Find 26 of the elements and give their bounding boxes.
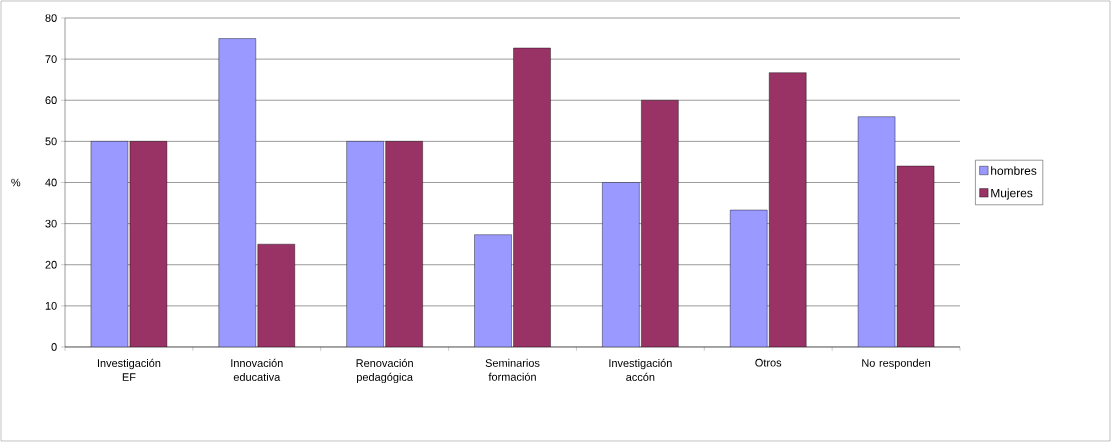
bar: [257, 243, 295, 347]
y-axis-title: %: [11, 178, 21, 187]
x-tick-label: Investigación accón: [609, 358, 672, 381]
bar: [385, 141, 423, 347]
legend-label: Mujeres: [991, 188, 1033, 200]
y-tick-label: 20: [45, 260, 57, 269]
x-tick-label: Seminarios formación: [485, 358, 540, 381]
y-tick-label: 40: [45, 178, 57, 187]
y-tick-label: 80: [45, 14, 57, 22]
x-tick-label: Otros: [755, 358, 782, 367]
x-tick-label: Innovación educativa: [231, 358, 283, 381]
bar: [513, 47, 551, 347]
bar: [129, 141, 168, 347]
y-tick-label: 70: [45, 55, 57, 63]
y-tick-label: 30: [45, 219, 57, 228]
y-tick-label: 0: [51, 343, 57, 351]
bar: [641, 100, 679, 347]
x-tick-label: Investigación EF: [97, 358, 161, 381]
y-tick-label: 50: [45, 137, 57, 146]
y-tick-label: 60: [45, 96, 57, 105]
bar: [769, 72, 807, 347]
y-tick-label: 10: [45, 301, 57, 310]
bar: [896, 165, 935, 347]
x-tick-label: Renovación pedagógica: [356, 358, 413, 384]
x-tick-label: No responden: [862, 358, 931, 370]
legend-label: hombres: [991, 166, 1037, 175]
